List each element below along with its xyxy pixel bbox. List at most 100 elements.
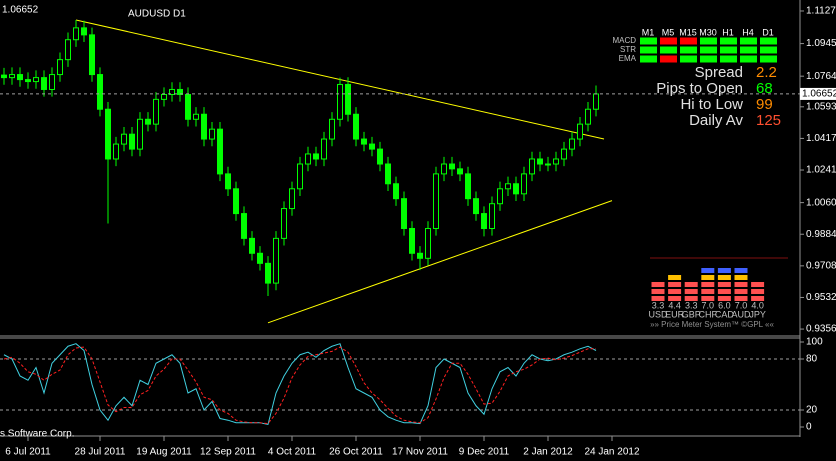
x-tick-label: 12 Sep 2011 xyxy=(200,447,256,458)
meter-segment xyxy=(668,296,682,301)
candle-body xyxy=(465,173,471,200)
x-tick-label: 17 Nov 2011 xyxy=(392,447,448,458)
candle-body xyxy=(561,148,567,160)
candle-body xyxy=(433,173,439,229)
candle-body xyxy=(81,27,87,36)
stat-label: Daily Av xyxy=(689,112,743,129)
x-tick-label: 28 Jul 2011 xyxy=(75,447,126,458)
candle-body xyxy=(473,198,479,215)
meter-caption: »» Price Meter System™ ©GPL «« xyxy=(650,320,774,329)
timeframe-label: M15 xyxy=(679,27,697,37)
candle-body xyxy=(97,74,103,110)
candle-body xyxy=(105,108,111,160)
x-tick-label: 9 Dec 2011 xyxy=(459,447,510,458)
candle-body xyxy=(313,153,319,160)
candle-body xyxy=(281,208,287,239)
signal-cell xyxy=(740,46,757,54)
signal-cell xyxy=(720,37,737,45)
y-tick-label: 100 xyxy=(806,337,823,348)
candle-body xyxy=(585,108,591,125)
meter-segment xyxy=(734,289,748,294)
candle-body xyxy=(545,163,551,166)
x-tick-label: 6 Jul 2011 xyxy=(5,447,51,458)
candle-body xyxy=(305,153,311,165)
meter-segment xyxy=(717,296,731,301)
candle-body xyxy=(9,74,15,79)
meter-segment xyxy=(668,275,682,280)
meter-value: 7.0 xyxy=(735,300,748,310)
meter-value: 4.0 xyxy=(751,300,764,310)
y-tick-label: 1.02415 xyxy=(806,165,836,176)
chart-title: AUDUSD D1 xyxy=(128,9,186,20)
candle-body xyxy=(73,27,79,41)
signal-cell xyxy=(700,46,717,54)
x-tick-label: 2 Jan 2012 xyxy=(523,447,573,458)
candle-body xyxy=(377,148,383,165)
signal-cell xyxy=(740,37,757,45)
meter-segment xyxy=(701,289,715,294)
candle-body xyxy=(201,113,207,140)
meter-segment xyxy=(651,296,665,301)
meter-bar xyxy=(751,282,765,301)
candle-body xyxy=(57,59,63,76)
signal-cell xyxy=(700,37,717,45)
meter-segment xyxy=(684,289,698,294)
candle-body xyxy=(289,188,295,210)
x-tick-label: 26 Oct 2011 xyxy=(329,447,383,458)
meter-value: 3.3 xyxy=(652,300,665,310)
candle-body xyxy=(161,94,167,100)
candle-body xyxy=(297,163,303,190)
signal-cell xyxy=(680,46,697,54)
signal-cell xyxy=(680,37,697,45)
candle-body xyxy=(409,227,415,254)
meter-currency: CHF xyxy=(699,309,718,319)
signal-cell xyxy=(660,37,677,45)
candle-body xyxy=(217,128,223,175)
meter-segment xyxy=(701,296,715,301)
meter-bar xyxy=(734,268,748,301)
candle-body xyxy=(353,113,359,140)
candle-body xyxy=(401,198,407,229)
meter-segment xyxy=(734,296,748,301)
y-tick-label: 1.05935 xyxy=(806,101,836,112)
candle-body xyxy=(505,183,511,190)
meter-segment xyxy=(701,275,715,280)
candle-body xyxy=(553,158,559,165)
candle-body xyxy=(1,74,7,79)
stat-value: 99 xyxy=(756,96,773,113)
signal-cell xyxy=(740,55,757,63)
timeframe-label: M1 xyxy=(642,27,655,37)
meter-segment xyxy=(701,282,715,287)
y-tick-label: 80 xyxy=(806,354,818,365)
candle-body xyxy=(385,163,391,185)
y-tick-label: 1.07640 xyxy=(806,71,836,82)
candle-body xyxy=(593,93,599,110)
timeframe-label: M5 xyxy=(662,27,675,37)
candle-body xyxy=(89,34,95,76)
meter-bar xyxy=(668,275,682,301)
candle-body xyxy=(569,138,575,150)
y-tick-label: 0 xyxy=(806,422,812,433)
candle-body xyxy=(249,237,255,254)
stat-label: Pips to Open xyxy=(656,80,743,97)
meter-segment xyxy=(751,296,765,301)
candle-body xyxy=(481,213,487,229)
price-box xyxy=(800,87,836,100)
candle-body xyxy=(209,128,215,140)
candle-body xyxy=(129,133,135,150)
candle-body xyxy=(49,74,55,90)
y-tick-label: 1.09455 xyxy=(806,38,836,49)
signal-cell xyxy=(680,55,697,63)
stat-label: Spread xyxy=(695,64,743,81)
signal-cell xyxy=(720,46,737,54)
candle-body xyxy=(225,173,231,190)
signal-cell xyxy=(760,55,777,63)
signal-cell xyxy=(760,46,777,54)
candle-body xyxy=(145,118,151,125)
candle-body xyxy=(121,133,127,145)
stat-value: 125 xyxy=(756,112,781,129)
meter-segment xyxy=(651,282,665,287)
